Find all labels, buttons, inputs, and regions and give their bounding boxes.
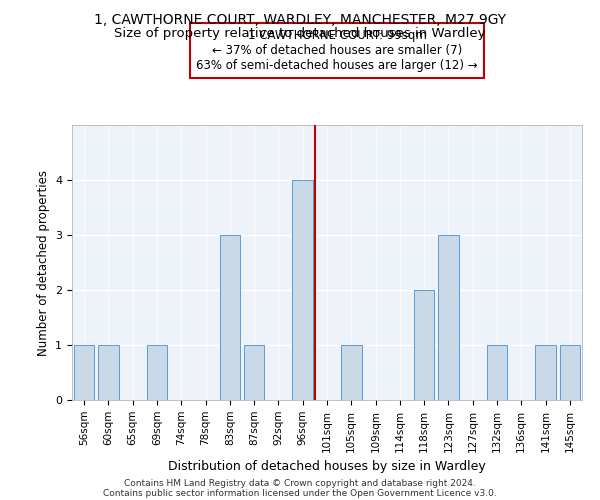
Bar — [146, 345, 167, 400]
Bar — [74, 345, 94, 400]
Bar — [98, 345, 119, 400]
Bar — [292, 180, 313, 400]
Bar — [560, 345, 580, 400]
Bar — [438, 235, 459, 400]
Bar — [220, 235, 240, 400]
Bar — [487, 345, 508, 400]
Text: Size of property relative to detached houses in Wardley: Size of property relative to detached ho… — [114, 28, 486, 40]
Text: 1, CAWTHORNE COURT, WARDLEY, MANCHESTER, M27 9GY: 1, CAWTHORNE COURT, WARDLEY, MANCHESTER,… — [94, 12, 506, 26]
X-axis label: Distribution of detached houses by size in Wardley: Distribution of detached houses by size … — [168, 460, 486, 473]
Bar — [414, 290, 434, 400]
Text: Contains HM Land Registry data © Crown copyright and database right 2024.: Contains HM Land Registry data © Crown c… — [124, 478, 476, 488]
Bar — [244, 345, 265, 400]
Text: Contains public sector information licensed under the Open Government Licence v3: Contains public sector information licen… — [103, 488, 497, 498]
Text: 1 CAWTHORNE COURT: 99sqm
← 37% of detached houses are smaller (7)
63% of semi-de: 1 CAWTHORNE COURT: 99sqm ← 37% of detach… — [196, 28, 478, 72]
Bar — [535, 345, 556, 400]
Y-axis label: Number of detached properties: Number of detached properties — [37, 170, 50, 356]
Bar — [341, 345, 362, 400]
